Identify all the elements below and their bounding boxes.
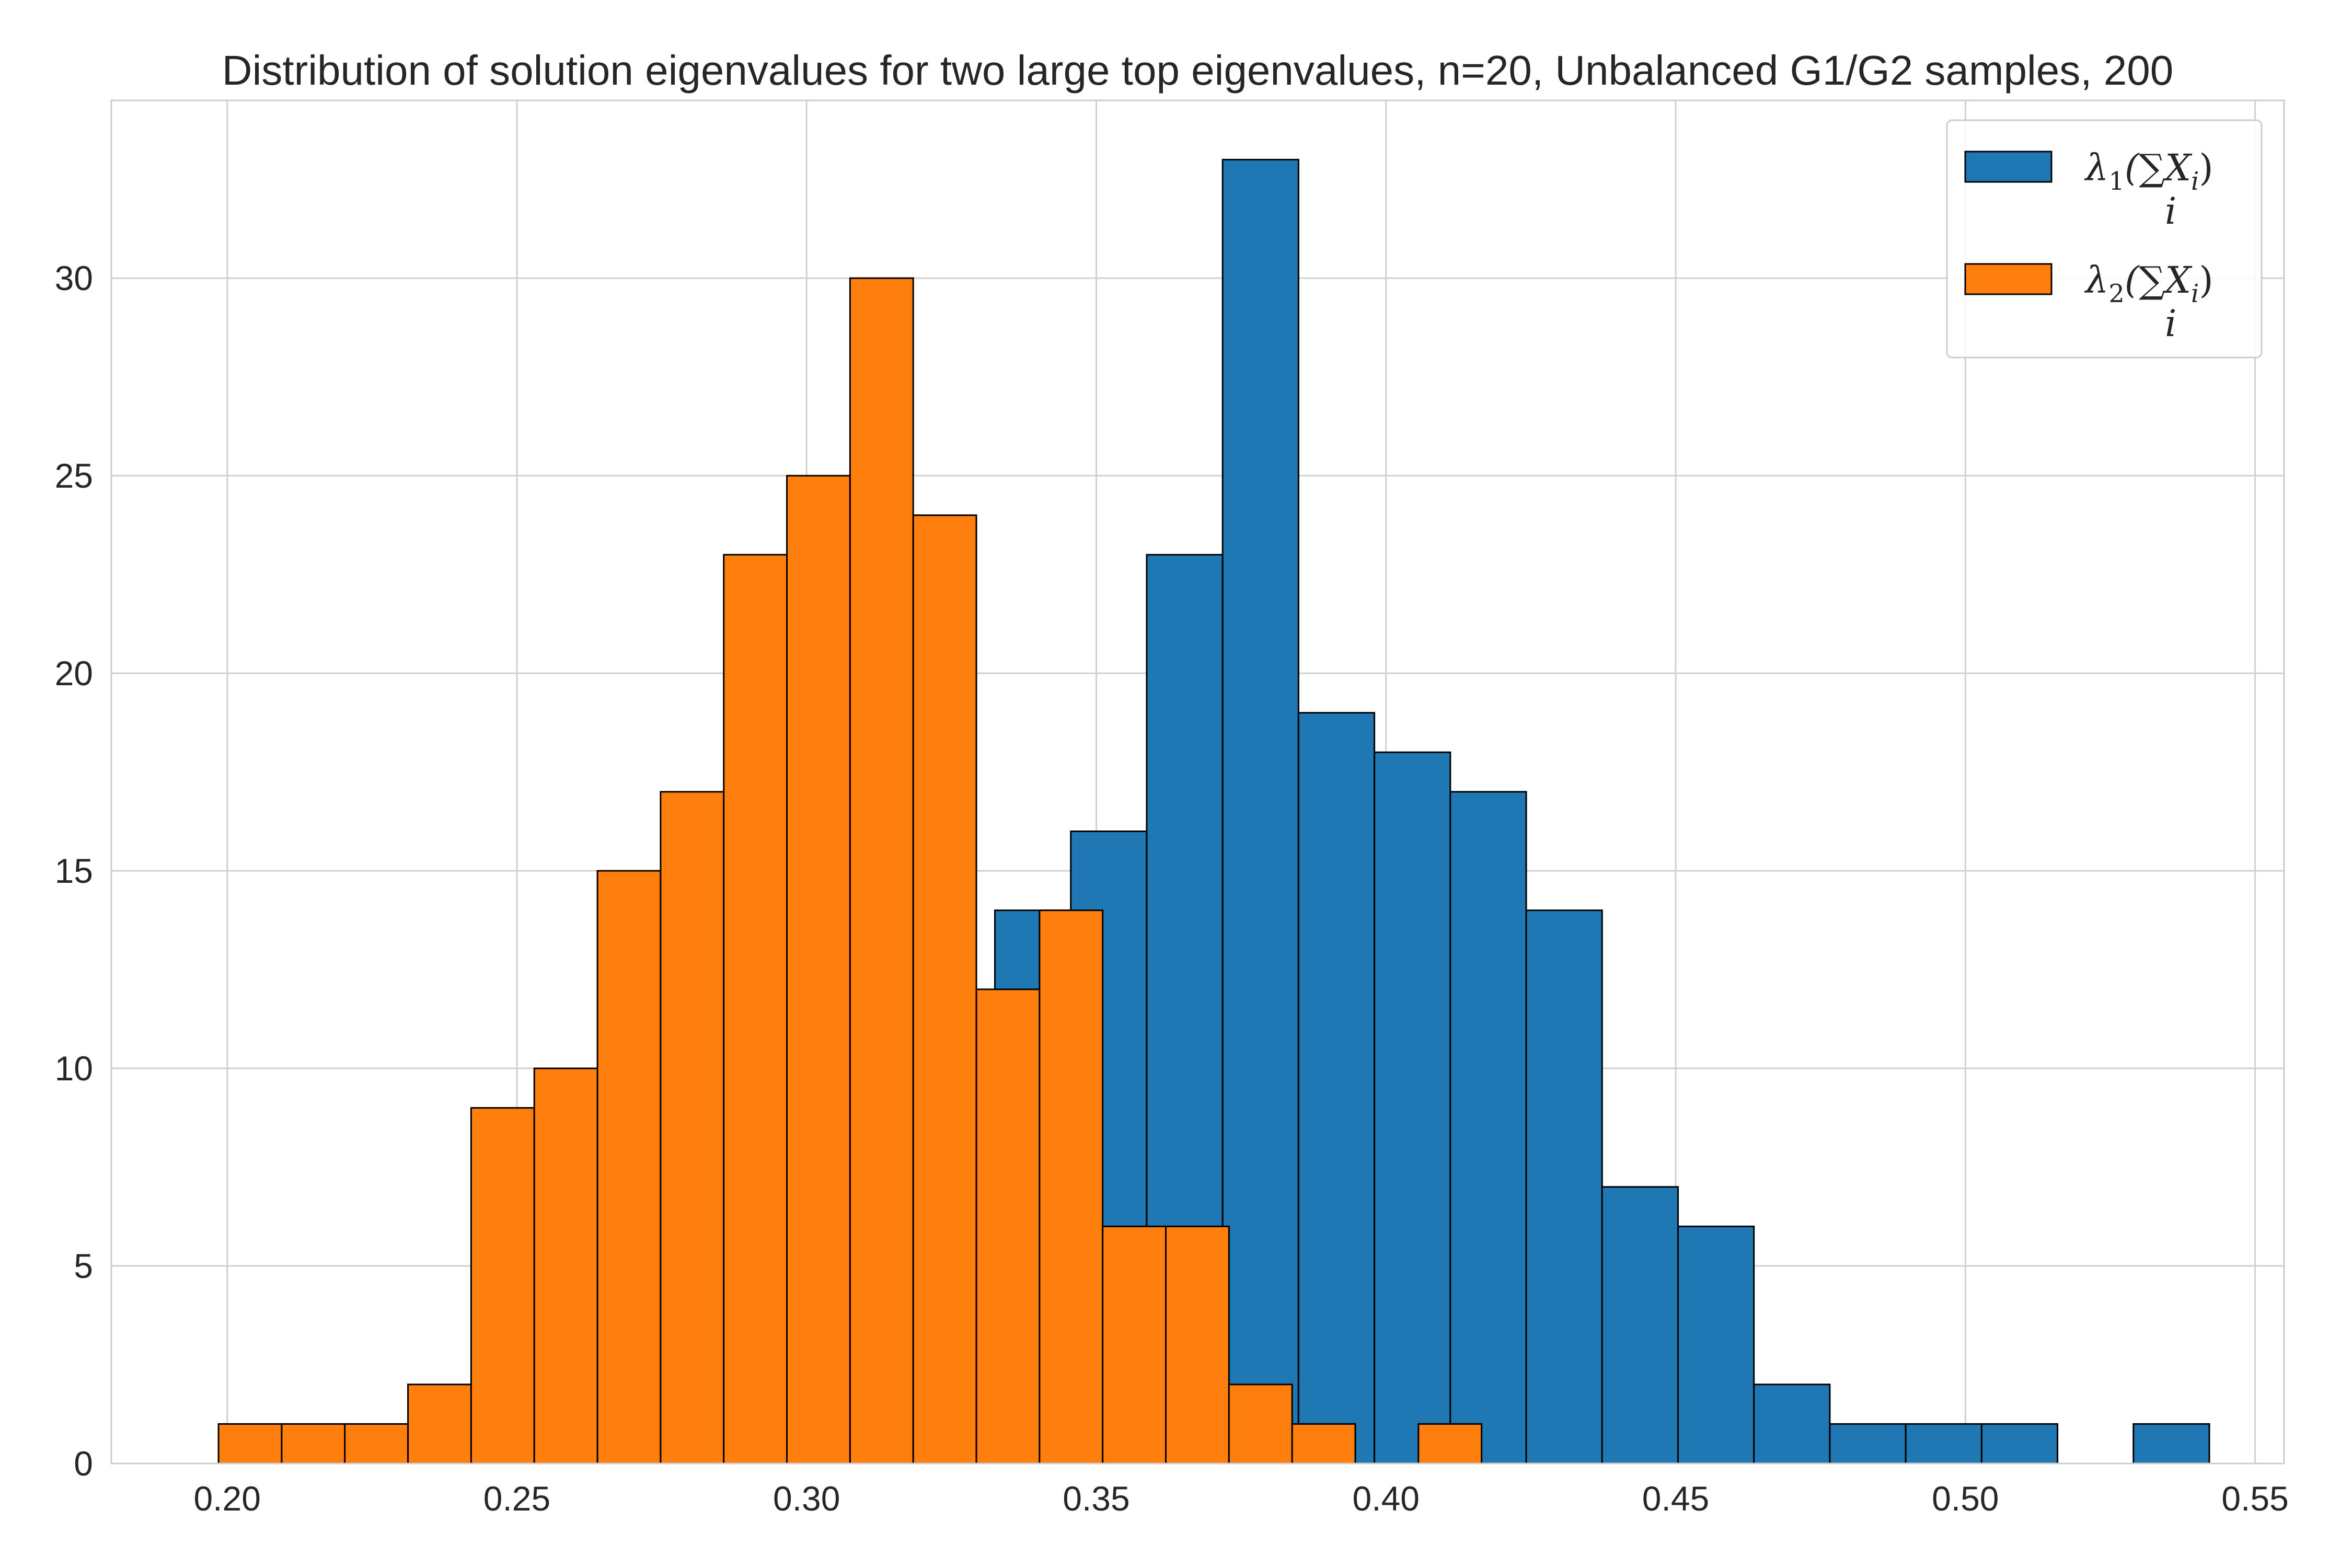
histogram-bar	[1449, 791, 1527, 1465]
histogram-bar	[849, 277, 914, 1465]
histogram-bar	[1753, 1383, 1831, 1465]
histogram-bar	[407, 1383, 472, 1465]
histogram-bar	[596, 870, 662, 1465]
histogram-bar	[660, 791, 725, 1465]
histogram-bar	[912, 514, 977, 1465]
legend-label: λ2(∑Xi)	[2084, 259, 2213, 308]
histogram-bar	[1039, 909, 1104, 1465]
series-2-bars	[217, 277, 1483, 1465]
y-tick-label: 20	[55, 654, 93, 693]
legend: λ1(∑Xi)iλ2(∑Xi)i	[1946, 119, 2263, 359]
y-tick-label: 5	[74, 1247, 93, 1285]
x-tick-label: 0.40	[1353, 1479, 1420, 1518]
legend-label: λ1(∑Xi)	[2084, 146, 2213, 196]
plot-frame	[110, 99, 2285, 1465]
histogram-bar	[1417, 1423, 1483, 1465]
histogram-bar	[1677, 1225, 1755, 1465]
histogram-bar	[786, 475, 851, 1465]
histogram-bar	[1297, 712, 1376, 1465]
x-tick-label: 0.30	[773, 1479, 840, 1518]
y-tick-label: 10	[55, 1049, 93, 1088]
histogram-bar	[1905, 1423, 1982, 1465]
histogram-bar	[470, 1107, 535, 1465]
x-tick-label: 0.50	[1932, 1479, 1999, 1518]
histogram-bar	[1291, 1423, 1356, 1465]
histogram-bar	[1601, 1186, 1679, 1465]
x-axis-ticks: 0.20 0.25 0.30 0.35 0.40 0.45 0.50 0.55	[193, 1479, 2288, 1518]
histogram-bar	[217, 1423, 283, 1465]
y-tick-label: 30	[55, 259, 93, 297]
x-tick-label: 0.55	[2221, 1479, 2288, 1518]
histogram-bar	[1374, 751, 1451, 1465]
legend-swatch	[1964, 151, 2053, 183]
legend-summation-index: i	[2165, 302, 2176, 345]
y-axis-ticks: 0 5 10 15 20 25 30	[55, 259, 93, 1483]
legend-summation-index: i	[2165, 190, 2176, 233]
histogram-bar	[1102, 1225, 1167, 1465]
histogram-bar	[2132, 1423, 2210, 1465]
x-tick-label: 0.20	[193, 1479, 260, 1518]
histogram-bar	[1165, 1225, 1230, 1465]
histogram-bar	[723, 554, 788, 1465]
chart-title: Distribution of solution eigenvalues for…	[222, 47, 2173, 94]
x-tick-label: 0.25	[483, 1479, 550, 1518]
histogram-bar	[1829, 1423, 1907, 1465]
legend-swatch	[1964, 263, 2053, 295]
histogram-bar	[1221, 158, 1299, 1465]
histogram-bar	[1525, 909, 1603, 1465]
histogram-bar	[1228, 1383, 1293, 1465]
x-tick-label: 0.35	[1063, 1479, 1129, 1518]
histogram-bar	[281, 1423, 346, 1465]
y-tick-label: 0	[74, 1444, 93, 1483]
histogram-bar	[533, 1067, 598, 1465]
histogram-bar	[344, 1423, 409, 1465]
histogram-bars	[217, 158, 2210, 1465]
y-tick-label: 25	[55, 456, 93, 495]
y-tick-label: 15	[55, 851, 93, 890]
histogram-bar	[1980, 1423, 2059, 1465]
x-tick-label: 0.45	[1642, 1479, 1709, 1518]
histogram-bar	[975, 988, 1041, 1465]
